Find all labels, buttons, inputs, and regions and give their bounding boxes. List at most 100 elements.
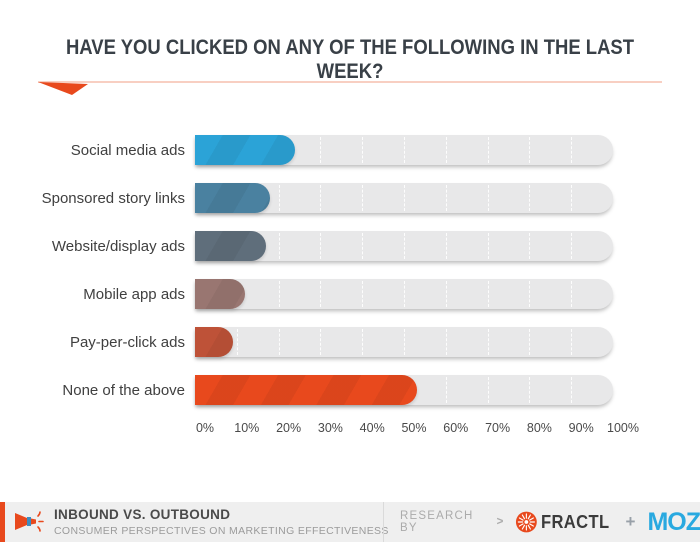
bar-track: [195, 135, 613, 165]
footer-accent-stripe: [0, 502, 5, 542]
gridline: [404, 137, 405, 163]
gridline: [404, 233, 405, 259]
chart-row: Website/display ads: [0, 231, 700, 261]
x-axis-tick: 80%: [526, 421, 552, 435]
bar-track: [195, 375, 613, 405]
megaphone-icon: [15, 511, 44, 532]
gridline: [571, 281, 573, 307]
x-axis-tick: 0%: [195, 421, 215, 435]
fractl-logo-icon: [516, 511, 538, 533]
gridline: [404, 185, 405, 211]
footer-title: INBOUND VS. OUTBOUND: [54, 507, 231, 522]
gridline: [320, 329, 322, 355]
research-arrow: >: [496, 516, 504, 528]
gridline: [529, 329, 531, 355]
bar-chart: Social media ads Sponsored story links Web…: [0, 135, 700, 423]
footer: INBOUND VS. OUTBOUND CONSUMER PERSPECTIV…: [0, 502, 700, 542]
gridline: [362, 281, 364, 307]
bar-fill: [195, 231, 267, 261]
chart-row: Mobile app ads: [0, 279, 700, 309]
footer-brand: INBOUND VS. OUTBOUND CONSUMER PERSPECTIV…: [14, 502, 389, 542]
chart-row: Pay-per-click ads: [0, 327, 700, 357]
gridline: [320, 185, 322, 211]
bar-fill: [195, 375, 417, 405]
gridline: [487, 137, 489, 163]
x-axis-tick: 70%: [485, 421, 511, 435]
page-title: HAVE YOU CLICKED ON ANY OF THE FOLLOWING…: [0, 36, 700, 84]
arrow-accent-icon: [38, 82, 88, 95]
gridline: [487, 281, 489, 307]
x-axis-tick: 20%: [276, 421, 302, 435]
gridline: [445, 329, 447, 355]
plus-separator: +: [625, 512, 636, 531]
bar-label: Mobile app ads: [83, 285, 185, 303]
bar-label: Sponsored story links: [41, 189, 185, 207]
gridline: [571, 233, 573, 259]
x-axis-tick: 90%: [568, 421, 594, 435]
bar-track: [195, 183, 613, 213]
gridline: [571, 377, 573, 403]
gridline: [445, 137, 447, 163]
gridline: [571, 137, 573, 163]
bar-fill: [195, 183, 271, 213]
gridline: [404, 281, 405, 307]
bar-label: None of the above: [62, 381, 185, 399]
gridline: [236, 329, 238, 355]
gridline: [571, 185, 573, 211]
research-by-label: RESEARCH BY: [400, 510, 474, 534]
chart-row: Sponsored story links: [0, 183, 700, 213]
x-axis-tick: 40%: [359, 421, 385, 435]
gridline: [362, 137, 364, 163]
gridline: [529, 137, 531, 163]
gridline: [445, 281, 447, 307]
gridline: [320, 137, 322, 163]
x-axis-tick: 50%: [401, 421, 427, 435]
chart-row: None of the above: [0, 375, 700, 405]
x-axis-tick: 60%: [443, 421, 469, 435]
gridline: [278, 329, 280, 355]
bar-track: [195, 279, 613, 309]
gridline: [487, 233, 489, 259]
gridline: [529, 185, 531, 211]
moz-logo: MOZ: [647, 507, 700, 536]
gridline: [529, 281, 531, 307]
bar-fill: [195, 327, 233, 357]
footer-subtitle: CONSUMER PERSPECTIVES ON MARKETING EFFEC…: [54, 525, 389, 537]
bar-label: Social media ads: [70, 141, 185, 159]
gridline: [278, 185, 280, 211]
footer-divider: [383, 502, 384, 542]
bar-fill: [195, 135, 296, 165]
gridline: [445, 233, 447, 259]
gridline: [320, 281, 322, 307]
gridline: [529, 377, 531, 403]
x-axis: 0% 10% 20% 30% 40% 50% 60% 70% 80% 90% 100%: [196, 421, 639, 439]
x-axis-tick: 10%: [234, 421, 260, 435]
gridline: [278, 233, 280, 259]
chart-row: Social media ads: [0, 135, 700, 165]
x-axis-tick: 100%: [607, 421, 639, 435]
gridline: [487, 329, 489, 355]
gridline: [362, 329, 364, 355]
fractl-logo-text: FRACTL: [541, 511, 610, 532]
footer-brand-text: INBOUND VS. OUTBOUND CONSUMER PERSPECTIV…: [54, 507, 389, 537]
gridline: [445, 185, 447, 211]
research-credit: RESEARCH BY > FRACTL + MOZ: [400, 502, 700, 542]
gridline: [320, 233, 322, 259]
gridline: [487, 185, 489, 211]
bar-label: Website/display ads: [51, 237, 185, 255]
bar-fill: [195, 279, 246, 309]
gridline: [445, 377, 447, 403]
gridline: [404, 329, 405, 355]
gridline: [278, 281, 280, 307]
gridline: [362, 233, 364, 259]
bar-track: [195, 231, 613, 261]
gridline: [362, 185, 364, 211]
gridline: [529, 233, 531, 259]
bar-track: [195, 327, 613, 357]
title-underline: [38, 81, 662, 95]
page-title-text: HAVE YOU CLICKED ON ANY OF THE FOLLOWING…: [65, 36, 635, 83]
gridline: [571, 329, 573, 355]
bar-label: Pay-per-click ads: [69, 333, 185, 351]
x-axis-tick: 30%: [317, 421, 343, 435]
